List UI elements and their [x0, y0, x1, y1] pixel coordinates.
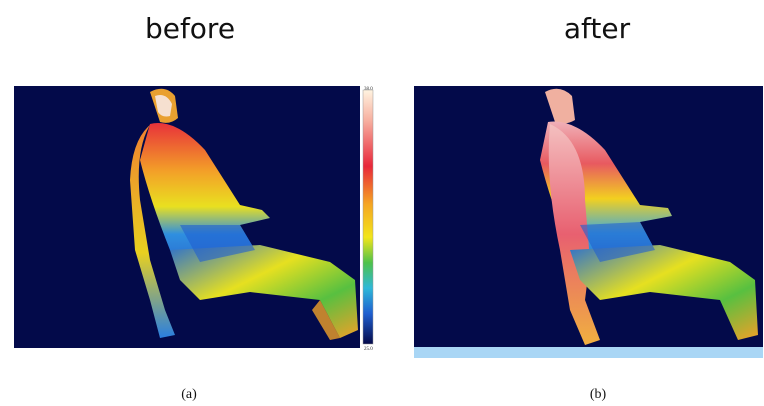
panel-label: (b) — [590, 387, 607, 402]
figure: before after 38.0 25.0 (a) (b) — [0, 0, 764, 406]
thermal-image — [414, 86, 763, 358]
page: {"panels": [ {"title": "before", "label"… — [0, 0, 764, 406]
colorbar-min: 25.0 — [364, 347, 373, 352]
panel-title: after — [564, 12, 631, 45]
panel-label: (a) — [181, 387, 197, 402]
colorbar — [363, 90, 373, 344]
colorbar-max: 38.0 — [364, 87, 373, 92]
thermal-image — [14, 86, 360, 348]
panel-title: before — [145, 12, 235, 45]
